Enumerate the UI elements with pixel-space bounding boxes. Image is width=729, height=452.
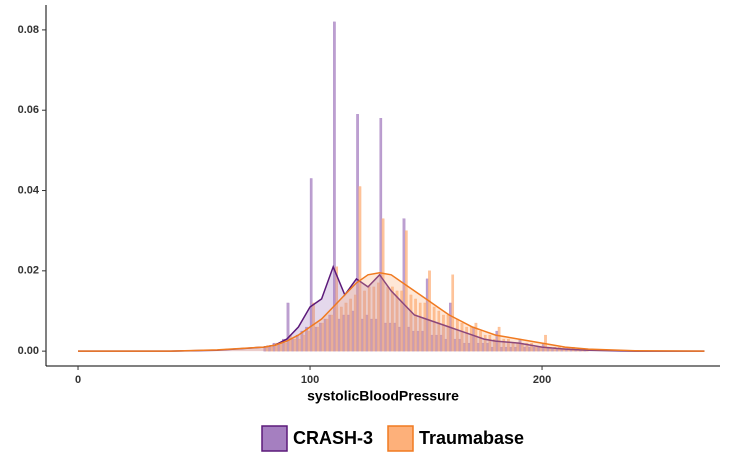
bar bbox=[483, 334, 487, 352]
bar bbox=[507, 338, 510, 352]
bar bbox=[309, 178, 313, 352]
bar bbox=[400, 290, 403, 352]
bar bbox=[335, 266, 339, 352]
legend-label: Traumabase bbox=[419, 428, 524, 448]
bar bbox=[363, 290, 366, 352]
bar bbox=[488, 334, 492, 352]
bar bbox=[353, 294, 357, 352]
density-area bbox=[78, 266, 705, 352]
x-axis-title: systolicBloodPressure bbox=[307, 388, 459, 404]
bar bbox=[316, 326, 320, 352]
bar bbox=[270, 346, 274, 352]
bar bbox=[344, 302, 348, 352]
bar bbox=[437, 310, 441, 352]
bar bbox=[451, 274, 455, 352]
bar bbox=[381, 218, 385, 352]
legend-swatch bbox=[261, 425, 288, 452]
bar bbox=[326, 318, 329, 352]
bar bbox=[330, 314, 334, 352]
y-tick-label: 0.02 bbox=[18, 265, 39, 277]
bar bbox=[293, 338, 297, 352]
bar bbox=[298, 338, 301, 352]
y-tick-label: 0.00 bbox=[18, 345, 39, 357]
x-tick-label: 100 bbox=[301, 374, 319, 386]
bar bbox=[307, 330, 311, 352]
bar bbox=[349, 298, 352, 352]
bar bbox=[395, 290, 399, 352]
bar bbox=[312, 302, 315, 352]
bar bbox=[358, 186, 362, 352]
bar bbox=[414, 298, 417, 352]
density-line bbox=[78, 272, 705, 352]
bar bbox=[372, 286, 376, 352]
x-tick-label: 200 bbox=[533, 374, 551, 386]
bar bbox=[367, 286, 371, 352]
y-tick-label: 0.08 bbox=[18, 24, 39, 36]
bar bbox=[423, 302, 427, 352]
bar bbox=[465, 326, 468, 352]
bar bbox=[391, 286, 394, 352]
legend-label: CRASH-3 bbox=[293, 428, 373, 448]
y-tick-label: 0.04 bbox=[18, 184, 40, 196]
bar bbox=[333, 21, 336, 352]
bar bbox=[377, 282, 380, 352]
bar bbox=[525, 342, 529, 352]
bar bbox=[418, 302, 422, 352]
bar bbox=[302, 334, 306, 352]
x-tick-label: 0 bbox=[75, 374, 81, 386]
bar bbox=[340, 306, 343, 352]
bar bbox=[275, 342, 278, 352]
bar bbox=[428, 270, 431, 352]
bar bbox=[534, 346, 538, 352]
bar bbox=[432, 306, 436, 352]
legend-swatch bbox=[387, 425, 414, 452]
bar bbox=[460, 322, 464, 352]
bar bbox=[286, 302, 290, 352]
bar bbox=[497, 326, 501, 352]
bar bbox=[405, 230, 408, 352]
bar bbox=[442, 314, 445, 352]
bar bbox=[284, 342, 287, 352]
bar bbox=[321, 322, 325, 352]
bar bbox=[409, 294, 413, 352]
bar bbox=[530, 342, 533, 352]
bar bbox=[553, 346, 557, 352]
bar bbox=[479, 330, 482, 352]
density-area bbox=[78, 272, 705, 352]
bar bbox=[493, 338, 496, 352]
y-tick-label: 0.06 bbox=[18, 104, 39, 116]
bar bbox=[502, 338, 506, 352]
